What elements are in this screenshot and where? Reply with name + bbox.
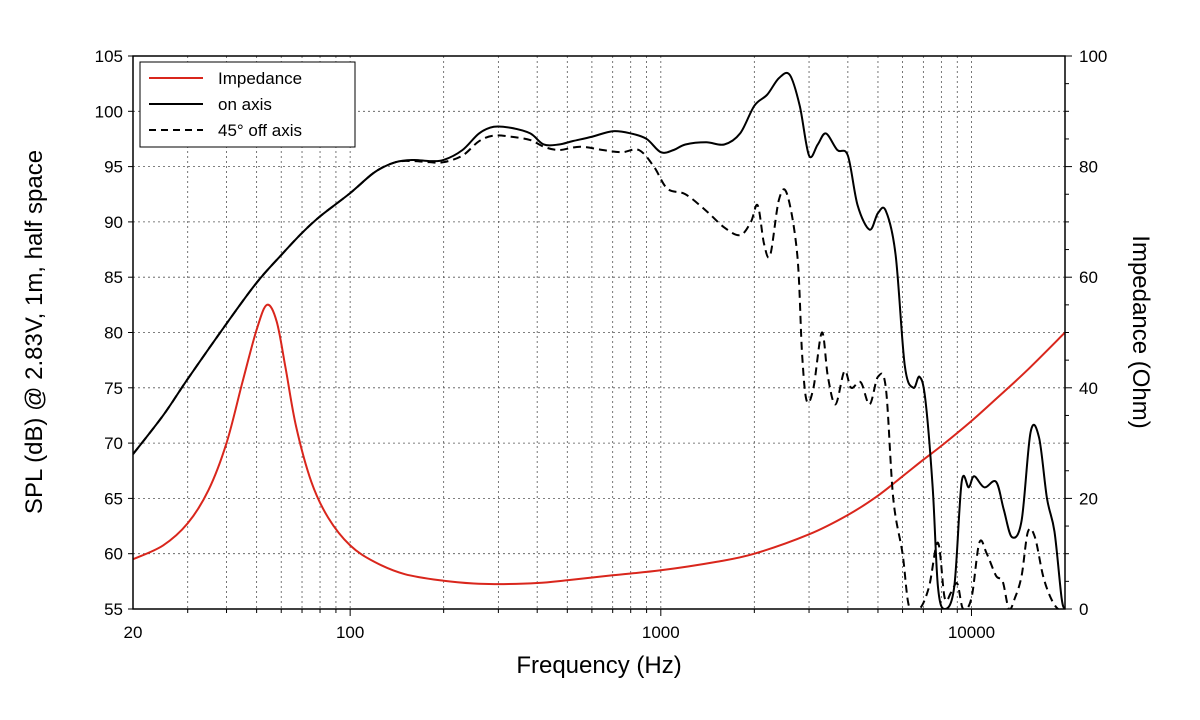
y-tick-label-left: 75 bbox=[104, 379, 123, 398]
legend-label-off-axis: 45° off axis bbox=[218, 121, 302, 140]
series-line-45-off-axis bbox=[133, 134, 1065, 609]
y-tick-label-left: 80 bbox=[104, 324, 123, 343]
y-tick-label-right: 0 bbox=[1079, 600, 1088, 619]
y-tick-label-left: 70 bbox=[104, 434, 123, 453]
tick-labels: 55 60 65 70 75 80 85 90 95 100 105 0 20 40 60 80 100 20 10… bbox=[95, 47, 1108, 642]
legend: Impedance on axis 45° off axis bbox=[139, 61, 356, 148]
y-tick-label-right: 60 bbox=[1079, 268, 1098, 287]
y-tick-label-right: 100 bbox=[1079, 47, 1107, 66]
legend-label-on-axis: on axis bbox=[218, 95, 272, 114]
y-tick-label-left: 60 bbox=[104, 545, 123, 564]
y-axis-right-title: Impedance (Ohm) bbox=[1127, 235, 1154, 428]
y-axis-left-title: SPL (dB) @ 2.83V, 1m, half space bbox=[21, 150, 48, 514]
y-tick-label-left: 90 bbox=[104, 213, 123, 232]
grid bbox=[133, 56, 1065, 609]
series-line-on-axis bbox=[133, 71, 1065, 609]
y-tick-label-left: 85 bbox=[104, 268, 123, 287]
y-tick-label-left: 105 bbox=[95, 47, 123, 66]
series-line-impedance bbox=[133, 303, 1065, 586]
y-tick-label-right: 40 bbox=[1079, 379, 1098, 398]
x-tick-label: 1000 bbox=[642, 623, 680, 642]
x-axis-title: Frequency (Hz) bbox=[516, 652, 681, 679]
y-tick-label-left: 95 bbox=[104, 158, 123, 177]
x-tick-label: 10000 bbox=[948, 623, 995, 642]
y-tick-label-left: 55 bbox=[104, 600, 123, 619]
y-tick-label-right: 80 bbox=[1079, 158, 1098, 177]
y-tick-label-right: 20 bbox=[1079, 489, 1098, 508]
ticks bbox=[128, 55, 1072, 616]
y-tick-label-left: 100 bbox=[95, 102, 123, 121]
legend-label-impedance: Impedance bbox=[218, 69, 302, 88]
x-tick-label: 20 bbox=[124, 623, 143, 642]
x-tick-label: 100 bbox=[336, 623, 364, 642]
series-layer bbox=[133, 71, 1065, 609]
y-tick-label-left: 65 bbox=[104, 489, 123, 508]
